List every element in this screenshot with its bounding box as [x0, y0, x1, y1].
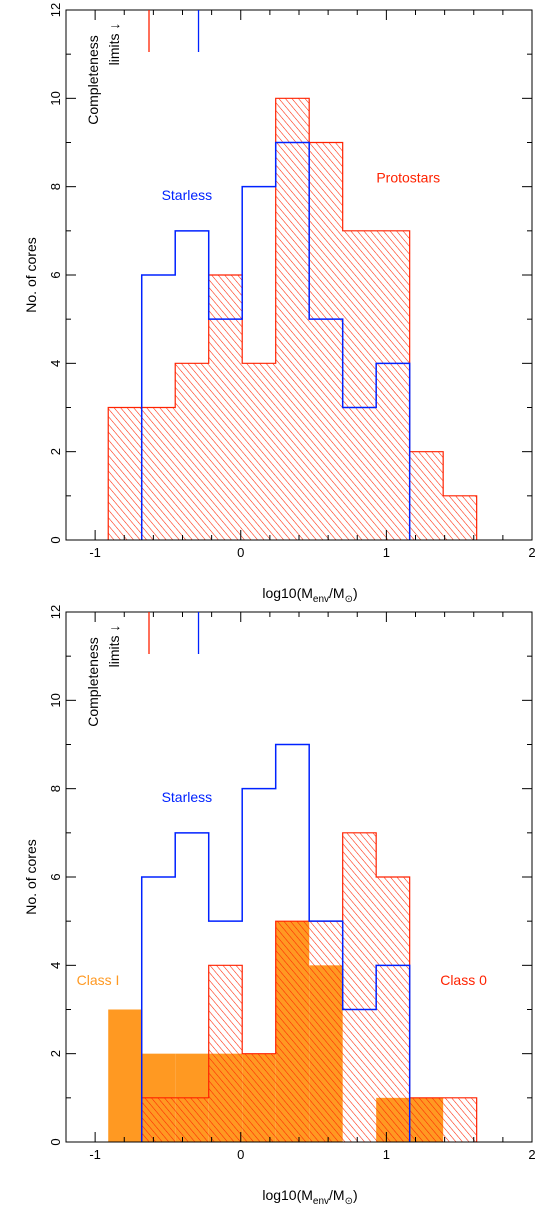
protostars-bar	[175, 363, 209, 540]
y-tick-label: 12	[48, 605, 63, 619]
class-0-label: Class 0	[440, 972, 487, 988]
completeness-label-line1: Completeness	[85, 35, 101, 125]
x-axis-title: log10(Menv/M⊙)	[262, 585, 357, 605]
protostars-bar	[242, 363, 276, 540]
y-tick-label: 10	[48, 693, 63, 707]
class-i-label: Class I	[77, 972, 120, 988]
y-tick-label: 12	[48, 3, 63, 17]
y-tick-label: 4	[48, 360, 63, 367]
protostars-bar	[342, 230, 377, 541]
y-axis-title: No. of cores	[23, 839, 39, 914]
class-0-bar	[141, 1097, 176, 1142]
class-i-bar	[108, 1009, 142, 1142]
x-tick-label: 0	[237, 1147, 244, 1162]
protostars-outline	[107, 97, 478, 540]
protostars-bar	[309, 142, 343, 540]
y-tick-label: 10	[48, 91, 63, 105]
x-tick-label: 2	[528, 545, 535, 560]
y-tick-label: 4	[48, 962, 63, 969]
x-tick-label: 1	[383, 1147, 390, 1162]
starless-label: Starless	[162, 789, 213, 805]
class-0-bar	[275, 921, 310, 1142]
protostars-bar	[141, 407, 176, 540]
starless-label: Starless	[162, 187, 213, 203]
y-tick-label: 2	[48, 1050, 63, 1057]
protostars-bar	[443, 495, 477, 540]
y-tick-label: 0	[48, 536, 63, 543]
y-tick-label: 0	[48, 1138, 63, 1145]
class-0-bar	[342, 832, 377, 1142]
x-tick-label: 2	[528, 1147, 535, 1162]
protostars-bar	[409, 451, 444, 540]
bottom-histogram-panel: No. of cores log10(Menv/M⊙) Completeness…	[23, 605, 536, 1207]
completeness-label-line2: limits ↓	[106, 23, 122, 66]
class-0-bar	[409, 1097, 444, 1142]
completeness-label-line2: limits ↓	[106, 625, 122, 668]
class-0-bar	[208, 965, 243, 1142]
x-axis-title: log10(Menv/M⊙)	[262, 1187, 357, 1207]
protostars-bar	[376, 230, 410, 541]
starless-histogram	[140, 743, 411, 1142]
class-0-bar	[376, 877, 410, 1142]
y-tick-label: 6	[48, 873, 63, 880]
y-tick-label: 8	[48, 785, 63, 792]
completeness-label-line1: Completeness	[85, 637, 101, 727]
x-tick-label: 1	[383, 545, 390, 560]
starless-histogram	[140, 141, 411, 540]
y-tick-label: 6	[48, 271, 63, 278]
class-0-bar	[443, 1097, 477, 1142]
protostars-bar	[208, 275, 243, 540]
y-axis-title: No. of cores	[23, 237, 39, 312]
class-0-bar	[309, 921, 343, 1142]
x-tick-label: -1	[89, 545, 101, 560]
class-0-bar	[175, 1097, 209, 1142]
class-0-bar	[242, 1053, 276, 1142]
top-histogram-panel: No. of cores log10(Menv/M⊙) Completeness…	[23, 3, 536, 605]
y-tick-label: 2	[48, 448, 63, 455]
protostars-bar	[108, 407, 142, 540]
protostars-bar	[275, 98, 310, 540]
protostars-label: Protostars	[376, 169, 440, 185]
x-tick-label: 0	[237, 545, 244, 560]
x-tick-label: -1	[89, 1147, 101, 1162]
y-tick-label: 8	[48, 183, 63, 190]
